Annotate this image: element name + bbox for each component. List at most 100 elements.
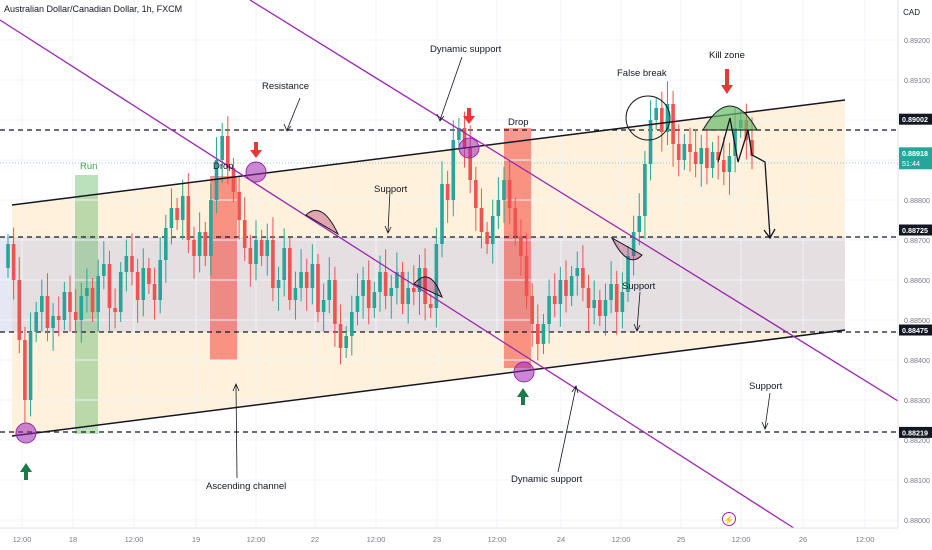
time-tick-label: 19 xyxy=(192,535,200,544)
candle xyxy=(310,244,315,305)
candle xyxy=(350,295,354,356)
candle xyxy=(68,275,72,332)
candles xyxy=(6,81,754,423)
price-badge: 0.88725 xyxy=(899,224,932,236)
candle xyxy=(440,161,444,258)
price-tick-label: 0.88400 xyxy=(904,356,930,365)
candle xyxy=(316,254,320,322)
candle xyxy=(209,183,213,276)
candle xyxy=(586,274,591,331)
candle xyxy=(299,249,303,302)
candle xyxy=(34,302,38,342)
candle xyxy=(643,150,647,239)
candle xyxy=(592,280,596,325)
candle xyxy=(366,260,371,325)
label-kill-zone: Kill zone xyxy=(709,50,745,61)
price-ticks: 0.89200 0.89100 0.88800 0.88700 0.88600 0.885… xyxy=(904,36,930,525)
svg-text:51:44: 51:44 xyxy=(902,159,920,168)
time-axis[interactable]: 12:00 18 12:00 19 12:00 22 12:00 23 12:00 24 12:00… xyxy=(0,527,932,550)
dynamic-support-line-2 xyxy=(249,0,932,423)
candle xyxy=(490,199,495,264)
candle xyxy=(502,166,506,223)
candle xyxy=(56,296,61,337)
candle xyxy=(637,193,642,246)
time-tick-label: 12:00 xyxy=(367,535,386,544)
time-tick-label: 22 xyxy=(311,535,319,544)
time-ticks: 12:00 18 12:00 19 12:00 22 12:00 23 12:00 24 12:00… xyxy=(13,535,875,544)
candle xyxy=(603,283,608,336)
range-zone-fill xyxy=(0,237,845,332)
candle xyxy=(90,278,95,322)
candle xyxy=(558,266,563,327)
candle xyxy=(254,220,258,281)
arc-shape xyxy=(413,276,443,298)
red-arrows xyxy=(250,69,733,158)
dynamic-support-line-1 xyxy=(0,19,801,533)
candle xyxy=(722,137,726,186)
svg-text:0.89002: 0.89002 xyxy=(902,115,928,124)
candle xyxy=(552,273,557,318)
time-tick-label: 24 xyxy=(557,535,565,544)
label-dynamic-support-bottom: Dynamic support xyxy=(511,474,583,485)
candle xyxy=(259,230,264,266)
candle xyxy=(654,98,658,130)
label-drop-1: Drop xyxy=(213,161,234,172)
candle xyxy=(85,268,89,313)
red-down-arrow xyxy=(721,69,733,94)
time-tick-label: 12:00 xyxy=(13,535,32,544)
candle xyxy=(62,282,67,330)
candle xyxy=(485,222,489,254)
arc-shape xyxy=(610,236,643,261)
candle xyxy=(130,233,134,286)
channel-lower-line xyxy=(11,329,846,437)
candle xyxy=(513,198,518,246)
candle xyxy=(192,226,196,279)
candle xyxy=(118,262,123,322)
candle xyxy=(660,91,664,152)
candle xyxy=(141,248,146,317)
candle xyxy=(6,234,10,278)
price-axis[interactable]: 0.89200 0.89100 0.88800 0.88700 0.88600 0.885… xyxy=(897,0,932,550)
candle xyxy=(338,304,343,365)
currency-label: CAD xyxy=(903,8,920,17)
candle xyxy=(406,271,410,324)
label-ascending-channel: Ascending channel xyxy=(206,481,286,492)
price-tick-label: 0.88600 xyxy=(904,276,930,285)
candle xyxy=(51,302,55,351)
projection-arrowhead xyxy=(763,228,776,240)
dynamic-support-lines xyxy=(0,0,932,533)
symbol-title: Australian Dollar/Canadian Dollar, 1h, F… xyxy=(4,4,183,14)
price-tick-label: 0.88800 xyxy=(904,196,930,205)
candle xyxy=(631,215,636,276)
candle xyxy=(378,255,382,312)
candle xyxy=(530,282,534,347)
candle xyxy=(400,262,405,314)
red-down-arrow xyxy=(463,108,475,124)
price-tick-label: 0.88200 xyxy=(904,436,930,445)
candle xyxy=(17,257,22,354)
candle xyxy=(304,258,309,311)
touch-marker xyxy=(245,161,267,183)
candle xyxy=(451,120,456,217)
candle xyxy=(479,188,484,249)
candle xyxy=(727,142,732,195)
candle xyxy=(73,289,78,334)
candle xyxy=(626,246,630,302)
candle xyxy=(474,166,478,231)
candle xyxy=(333,266,337,347)
time-tick-label: 12:00 xyxy=(247,535,266,544)
time-tick-label: 12:00 xyxy=(125,535,144,544)
candle xyxy=(327,257,332,314)
tradingview-logo-icon[interactable]: ⚡ xyxy=(722,512,736,526)
candle xyxy=(169,188,174,245)
candle xyxy=(445,170,450,223)
price-badge: 0.88475 xyxy=(899,324,932,336)
candle xyxy=(28,312,33,417)
time-tick-label: 25 xyxy=(677,535,685,544)
touch-marker xyxy=(458,137,480,159)
svg-text:0.88725: 0.88725 xyxy=(902,226,928,235)
time-tick-label: 12:00 xyxy=(732,535,751,544)
